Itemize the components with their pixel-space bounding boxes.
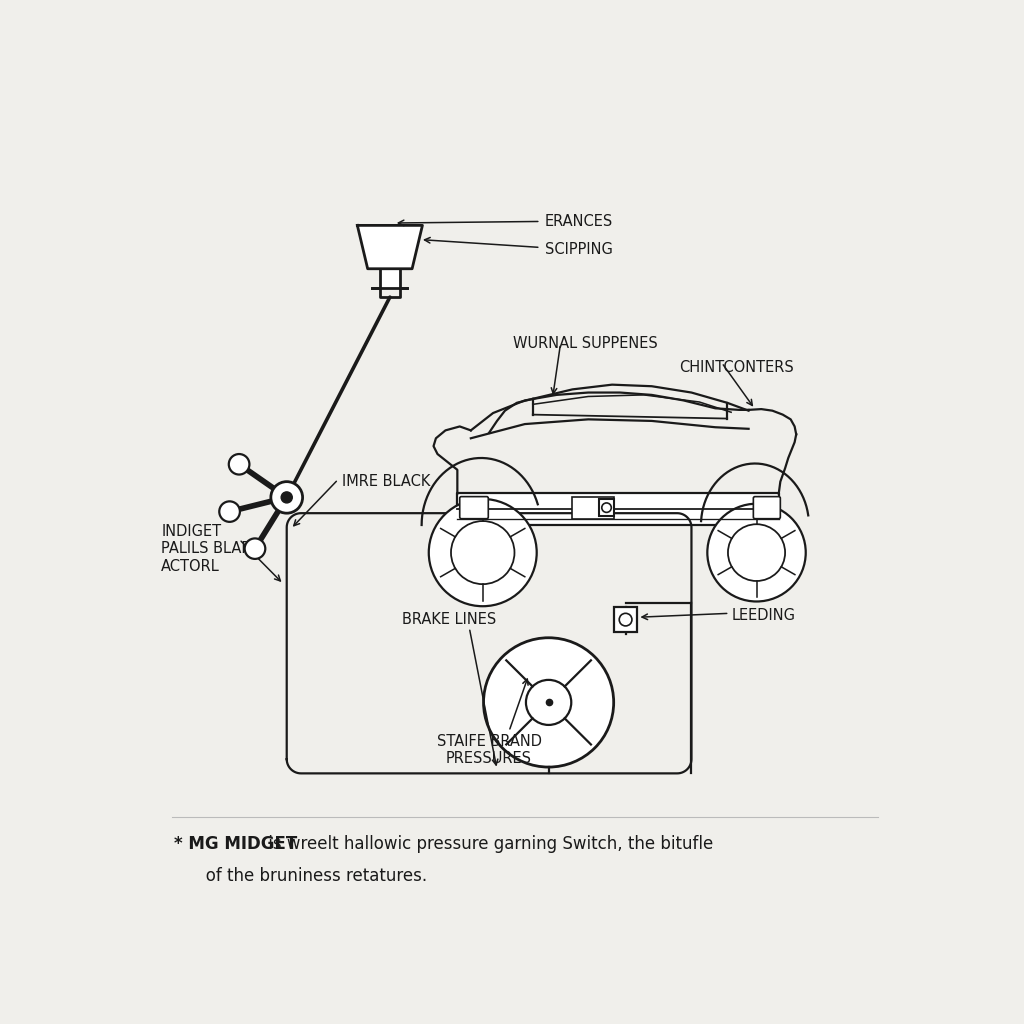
Circle shape [270,481,303,513]
FancyBboxPatch shape [460,497,488,519]
Text: BRAKE LINES: BRAKE LINES [401,612,496,627]
Circle shape [451,521,514,584]
Circle shape [282,492,292,503]
Circle shape [708,504,806,601]
Text: ERANCES: ERANCES [545,214,613,229]
Circle shape [245,539,265,559]
Text: IMRE BLACK: IMRE BLACK [342,474,431,489]
Text: CHINTCONTERS: CHINTCONTERS [680,359,795,375]
Circle shape [526,680,571,725]
Text: WURNAL SUPPENES: WURNAL SUPPENES [513,336,657,351]
Circle shape [620,613,632,626]
FancyBboxPatch shape [571,498,614,519]
Polygon shape [380,268,400,289]
Circle shape [483,638,613,767]
Text: of the bruniness retatures.: of the bruniness retatures. [189,867,427,885]
Text: STAIFE BRAND
PRESSURES: STAIFE BRAND PRESSURES [436,733,542,766]
Text: LEEDING: LEEDING [731,608,796,624]
Circle shape [602,503,611,512]
FancyBboxPatch shape [614,607,637,632]
Text: SCIPPING: SCIPPING [545,242,612,257]
Text: is wreelt hallowic pressure garning Switch, the bitufle: is wreelt hallowic pressure garning Swit… [263,836,713,853]
Polygon shape [458,494,778,525]
Text: INDIGET
PALILS BLARE
ACTORL: INDIGET PALILS BLARE ACTORL [162,523,261,573]
FancyBboxPatch shape [599,499,614,516]
Circle shape [429,499,537,606]
Circle shape [219,502,240,522]
Circle shape [728,524,785,581]
Circle shape [228,454,250,474]
Text: * MG MIDGET: * MG MIDGET [174,836,297,853]
Polygon shape [357,225,423,268]
FancyBboxPatch shape [754,497,780,519]
